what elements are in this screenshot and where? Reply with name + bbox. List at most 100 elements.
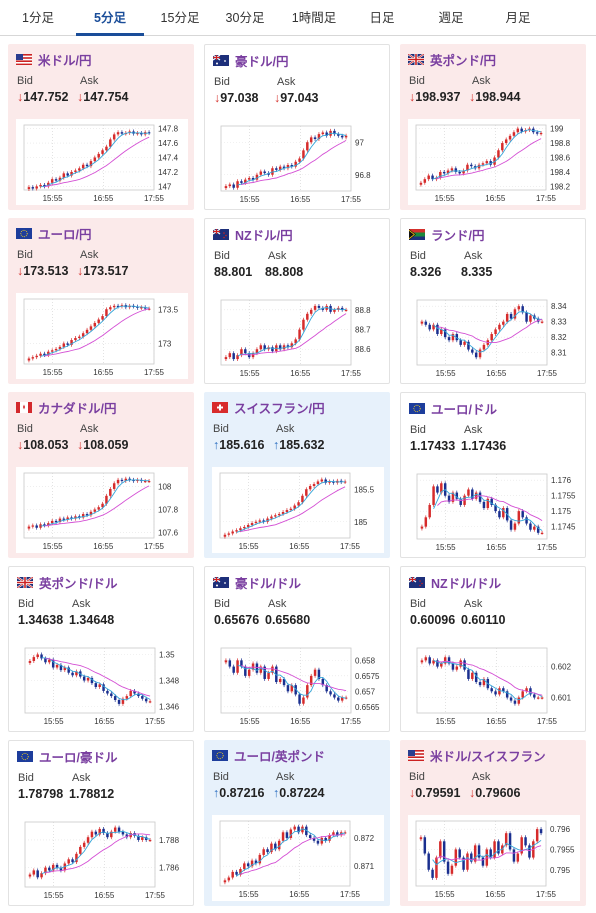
rate-card[interactable]: スイスフラン/円 Bid Ask ↑185.616 ↑185.632 185.5… xyxy=(204,392,390,558)
up-arrow-icon: ↑ xyxy=(213,438,220,452)
mini-chart[interactable]: 199 198.8 198.6 198.4 198.2 15:55 16:55 17:55 xyxy=(408,119,580,205)
candle-body xyxy=(440,663,443,667)
candle-body xyxy=(478,682,482,686)
x-tick-label: 17:55 xyxy=(536,194,557,203)
y-tick-label: 185 xyxy=(354,518,368,527)
candle-body xyxy=(489,849,492,858)
candle-body xyxy=(66,173,69,176)
pair-header: スイスフラン/円 xyxy=(212,399,325,416)
pair-name[interactable]: スイスフラン/円 xyxy=(234,401,325,416)
candle-body xyxy=(462,857,465,870)
mini-chart[interactable]: 108 107.8 107.6 15:55 16:55 17:55 xyxy=(16,467,188,553)
mini-chart[interactable]: 88.8 88.7 88.6 15:55 16:55 17:55 xyxy=(213,294,385,380)
mini-chart[interactable]: 0.602 0.601 15:55 16:55 17:55 xyxy=(409,642,581,728)
mini-chart[interactable]: 0.658 0.6575 0.657 0.6565 15:55 16:55 17:55 xyxy=(213,642,385,728)
rate-card[interactable]: NZドル/円 Bid Ask 88.801 88.808 88.8 88.7 88.… xyxy=(204,218,390,384)
pair-name[interactable]: NZドル/円 xyxy=(235,228,293,243)
mini-chart[interactable]: 173.5 173 15:55 16:55 17:55 xyxy=(16,293,188,379)
tab-weekly[interactable]: 週足 xyxy=(438,11,464,25)
rate-card[interactable]: 豪ドル/ドル Bid Ask 0.65676 0.65680 0.658 0.65… xyxy=(204,566,390,732)
candle-body xyxy=(501,143,504,151)
candle-body xyxy=(525,312,528,322)
candle-body xyxy=(78,516,81,518)
rate-card[interactable]: 豪ドル/円 Bid Ask ↓97.038 ↓97.043 97 96.8 15:5… xyxy=(204,44,390,210)
mini-chart[interactable]: 1.788 1.786 15:55 16:55 17:55 xyxy=(17,816,189,902)
pair-name[interactable]: カナダドル/円 xyxy=(38,401,117,416)
pair-name[interactable]: ユーロ/円 xyxy=(38,227,92,242)
plot-frame xyxy=(23,124,155,191)
mini-chart[interactable]: 1.35 1.348 1.346 15:55 16:55 17:55 xyxy=(17,642,189,728)
candle-body xyxy=(144,698,148,702)
rate-card[interactable]: 英ポンド/円 Bid Ask ↓198.937 ↓198.944 199 198.… xyxy=(400,44,586,210)
candle-body xyxy=(246,525,250,527)
pair-name[interactable]: 米ドル/スイスフラン xyxy=(430,749,546,764)
pair-name[interactable]: NZドル/ドル xyxy=(431,576,502,591)
x-tick-label: 15:55 xyxy=(239,542,260,551)
candle-body xyxy=(98,828,101,835)
y-tick-label: 147.4 xyxy=(158,154,179,163)
candle-body xyxy=(129,690,132,697)
candle-body xyxy=(435,857,438,878)
mini-chart[interactable]: 147.8 147.6 147.4 147.2 147 15:55 16:55 17:55 xyxy=(16,119,188,205)
tab-1hour[interactable]: 1時間足 xyxy=(291,11,337,25)
pair-name[interactable]: 英ポンド/円 xyxy=(430,53,496,68)
pair-name[interactable]: ランド/円 xyxy=(431,228,485,243)
pair-name[interactable]: 豪ドル/円 xyxy=(235,54,289,69)
rate-card[interactable]: カナダドル/円 Bid Ask ↓108.053 ↓108.059 108 107… xyxy=(8,392,194,558)
mini-chart[interactable]: 8.34 8.33 8.32 8.31 15:55 16:55 17:55 xyxy=(409,294,581,380)
candle-body xyxy=(508,135,512,140)
pair-name[interactable]: 英ポンド/ドル xyxy=(39,576,118,591)
candle-body xyxy=(32,657,36,661)
candle-body xyxy=(70,517,73,519)
candle-body xyxy=(75,853,78,863)
plot-frame xyxy=(219,820,351,887)
tab-monthly[interactable]: 月足 xyxy=(505,11,531,25)
tab-5min[interactable]: 5分足 xyxy=(76,0,144,36)
rate-card[interactable]: ランド/円 Bid Ask 8.326 8.335 8.34 8.33 8.32 8.… xyxy=(400,218,586,384)
candle-body xyxy=(423,179,427,183)
rate-card[interactable]: 米ドル/円 Bid Ask ↓147.752 ↓147.754 147.8 147… xyxy=(8,44,194,210)
pair-header: ユーロ/円 xyxy=(16,225,92,242)
candle-body xyxy=(446,170,450,174)
mini-chart[interactable]: 97 96.8 15:55 16:55 17:55 xyxy=(213,120,385,206)
candle-body xyxy=(340,697,344,701)
mini-chart[interactable]: 1.176 1.1755 1.175 1.1745 15:55 16:55 17:55 xyxy=(409,468,581,554)
rate-card[interactable]: ユーロ/ドル Bid Ask 1.17433 1.17436 1.176 1.17… xyxy=(400,392,586,558)
pair-name[interactable]: 米ドル/円 xyxy=(38,53,92,68)
candle-body xyxy=(432,324,435,330)
tab-1min[interactable]: 1分足 xyxy=(22,11,54,25)
candle-body xyxy=(302,697,305,704)
candle-body xyxy=(521,306,524,313)
rate-card[interactable]: 米ドル/スイスフラン Bid Ask ↓0.79591 ↓0.79606 0.7… xyxy=(400,740,586,906)
pair-name[interactable]: ユーロ/ドル xyxy=(431,402,497,417)
ask-value: ↓198.944 xyxy=(469,90,521,104)
pair-name[interactable]: 豪ドル/ドル xyxy=(235,576,301,591)
mini-chart[interactable]: 185.5 185 15:55 16:55 17:55 xyxy=(212,467,384,553)
candle-body xyxy=(467,489,470,496)
tab-daily[interactable]: 日足 xyxy=(369,11,395,25)
candle-body xyxy=(436,324,439,335)
pair-header: ユーロ/ドル xyxy=(409,400,497,417)
ask-value: 0.60110 xyxy=(461,613,506,627)
tab-15min[interactable]: 15分足 xyxy=(160,11,200,25)
candle-body xyxy=(258,520,262,522)
pair-name[interactable]: ユーロ/豪ドル xyxy=(39,750,118,765)
x-tick-label: 17:55 xyxy=(537,369,558,378)
tab-30min[interactable]: 30分足 xyxy=(225,11,265,25)
rate-card[interactable]: NZドル/ドル Bid Ask 0.60096 0.60110 0.602 0.6… xyxy=(400,566,586,732)
candle-body xyxy=(294,339,297,344)
rate-card[interactable]: 英ポンド/ドル Bid Ask 1.34638 1.34648 1.35 1.34… xyxy=(8,566,194,732)
rate-card[interactable]: ユーロ/英ポンド Bid Ask ↑0.87216 ↑0.87224 0.872… xyxy=(204,740,390,906)
candle-body xyxy=(337,697,340,701)
mini-chart[interactable]: 0.872 0.871 15:55 16:55 17:55 xyxy=(212,815,384,901)
candle-body xyxy=(223,880,227,883)
candle-body xyxy=(333,130,336,135)
pair-name[interactable]: ユーロ/英ポンド xyxy=(234,749,325,764)
candle-body xyxy=(79,846,82,854)
bid-label: Bid xyxy=(409,771,425,783)
mini-chart[interactable]: 0.796 0.7955 0.795 15:55 16:55 17:55 xyxy=(408,815,580,901)
ma-long-line xyxy=(44,308,150,357)
rate-card[interactable]: ユーロ/円 Bid Ask ↓173.513 ↓173.517 173.5 173… xyxy=(8,218,194,384)
rate-card[interactable]: ユーロ/豪ドル Bid Ask 1.78798 1.78812 1.788 1.7… xyxy=(8,740,194,906)
candle-body xyxy=(324,479,327,483)
